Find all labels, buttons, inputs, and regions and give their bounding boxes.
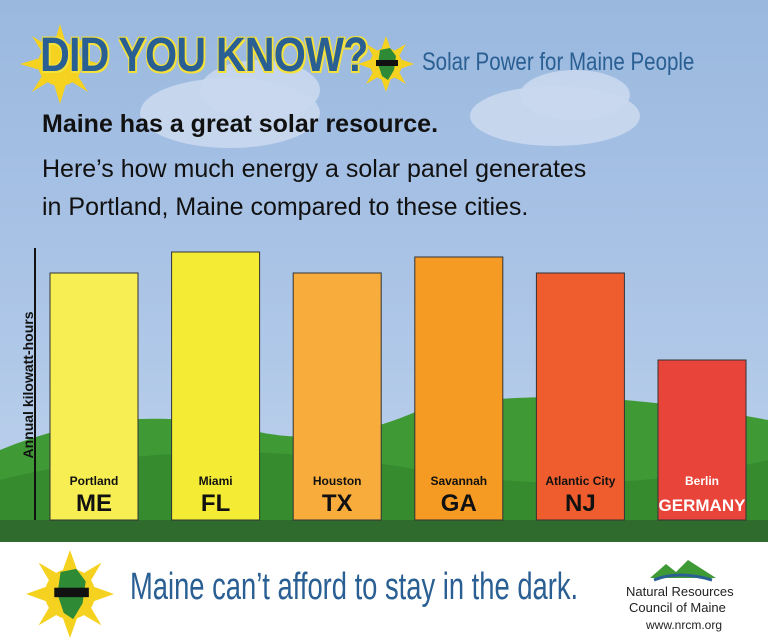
bar-city-label: Berlin [685,474,719,488]
cloud [200,60,320,120]
bar-state-label: TX [322,490,353,517]
headline: DID YOU KNOW? [40,29,368,82]
tagline: Maine can’t afford to stay in the dark. [130,566,579,608]
bar-city-label: Miami [199,474,233,488]
bar-city-label: Atlantic City [545,474,615,488]
subtitle-line-1: Here’s how much energy a solar panel gen… [42,155,587,183]
subtitle-line-2: in Portland, Maine compared to these cit… [42,193,529,221]
bar-tx [292,272,382,521]
bar-me [49,272,139,521]
sunglasses-icon [376,60,398,66]
website-link[interactable]: www.nrcm.org [646,618,723,632]
y-axis-line [34,248,36,520]
nrcm-logo-icon [650,560,716,582]
sun-maine-icon [26,550,114,638]
brand-title: Solar Power for Maine People [422,48,695,76]
bar-city-label: Portland [70,474,119,488]
bar-city-label: Houston [313,474,362,488]
bar-city-label: Savannah [430,474,487,488]
ground-strip [0,520,768,542]
org-name-line-2: Council of Maine [629,600,726,615]
bar-state-label: GA [441,490,477,517]
sun-maine-icon [358,36,414,92]
footer [0,542,768,644]
subtitle: Here’s how much energy a solar panel gen… [42,150,586,226]
sun-icon [20,24,100,104]
bar-state-label: ME [76,490,112,517]
bar-state-label: GERMANY [659,496,747,515]
bar-state-label: FL [201,490,230,517]
bar-nj [535,272,625,521]
subtitle-bold: Maine has a great solar resource. [42,110,439,138]
org-name-line-1: Natural Resources [626,584,734,599]
bar-germany [657,359,747,521]
bar-state-label: NJ [565,490,596,517]
bar-fl [171,251,261,521]
cloud [520,70,630,120]
bar-ga [414,256,504,521]
